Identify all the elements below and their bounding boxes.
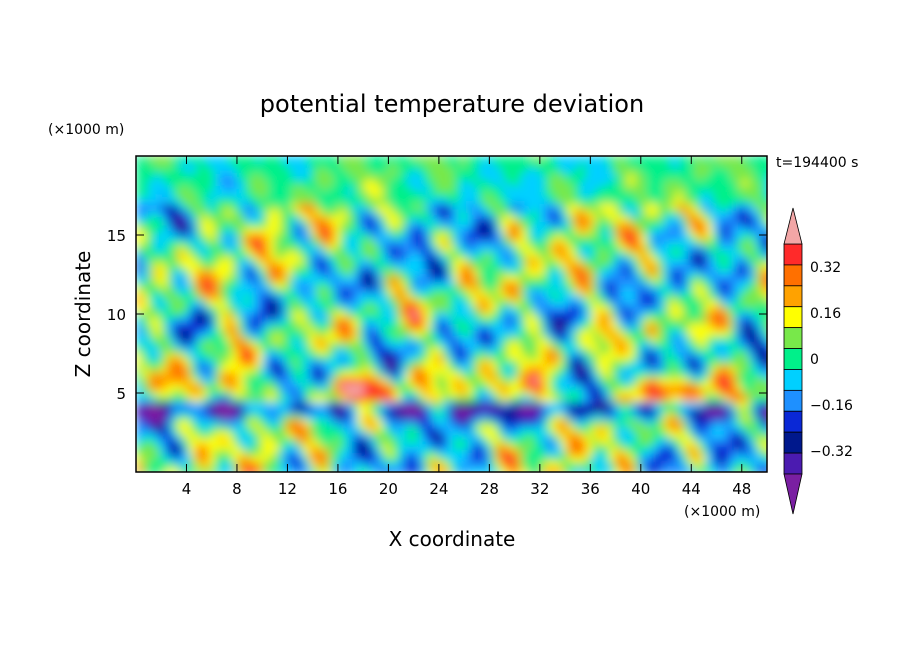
colorbar-segment [783,410,803,433]
colorbar-label: 0.32 [810,260,841,276]
colorbar-segment [783,285,803,308]
y-axis: 5 10 15 [107,227,767,403]
x-tick-label: 44 [682,480,701,498]
colorbar-segment [783,348,803,370]
colorbar-segment [783,389,803,412]
y-tick-label: 5 [116,385,126,403]
colorbar-segment [783,369,803,391]
y-tick-label: 15 [107,227,126,245]
y-axis-label: Z coordinate [71,251,95,378]
colorbar-segment [783,306,803,329]
x-tick-label: 12 [278,480,297,498]
colorbar-segment [783,327,803,349]
x-axis-label: X coordinate [389,527,516,551]
colorbar-label: −0.16 [810,398,853,414]
y-tick-label: 10 [107,306,126,324]
plot-area [136,156,767,472]
colorbar-segment [783,452,803,475]
x-tick-label: 36 [581,480,600,498]
x-units-label: (×1000 m) [684,504,760,520]
x-axis: 4 8 12 16 20 24 28 32 36 40 44 48 [182,156,751,498]
x-tick-label: 20 [379,480,398,498]
x-tick-label: 48 [732,480,751,498]
colorbar-extend-top [783,207,803,245]
contour-field [136,156,767,472]
y-units-label: (×1000 m) [48,122,124,138]
colorbar: 0.32 0.16 0 −0.16 −0.32 [783,207,853,515]
x-tick-label: 4 [182,480,192,498]
colorbar-segment [783,243,803,266]
x-tick-label: 28 [480,480,499,498]
colorbar-segment [783,264,803,287]
colorbar-label: 0.16 [810,306,841,322]
chart-title: potential temperature deviation [260,90,644,118]
colorbar-label: −0.32 [810,444,853,460]
x-tick-label: 16 [328,480,347,498]
time-label: t=194400 s [776,155,858,171]
colorbar-extend-bottom [783,473,803,515]
x-tick-label: 40 [631,480,650,498]
x-tick-label: 8 [232,480,242,498]
x-tick-label: 24 [429,480,448,498]
colorbar-segment [783,431,803,454]
colorbar-label: 0 [810,352,819,368]
x-tick-label: 32 [530,480,549,498]
